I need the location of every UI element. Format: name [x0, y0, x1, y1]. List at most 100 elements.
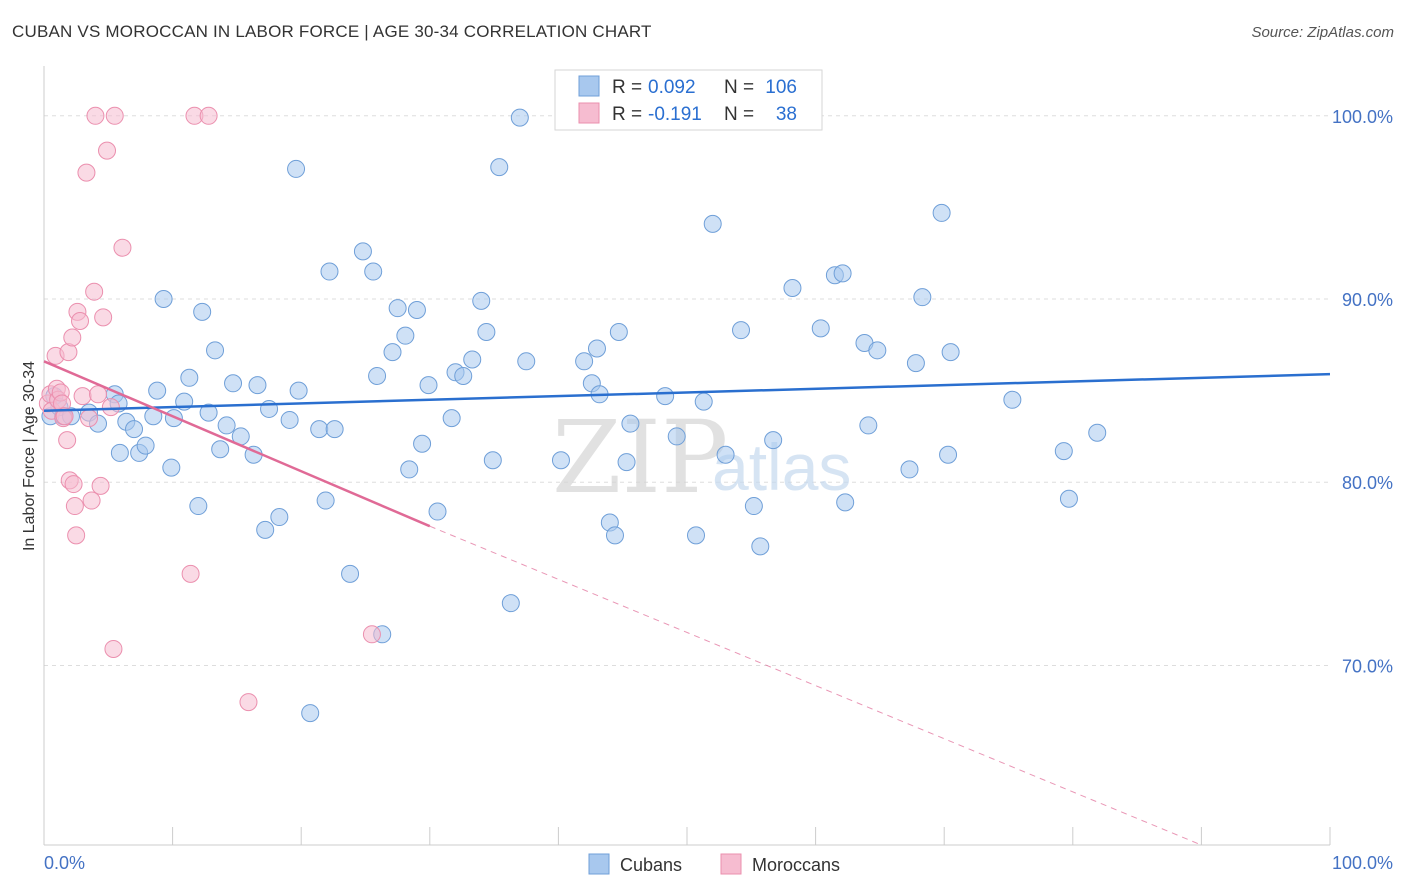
stats-cubans-r-value: 0.092 [648, 77, 696, 98]
point-cubans-62 [490, 158, 509, 177]
y-tick-label-0: 70.0% [1342, 656, 1393, 676]
point-moroccans-36 [239, 693, 258, 712]
y-axis-label: In Labor Force | Age 30-34 [21, 361, 38, 551]
trend-line-moroccans [43, 360, 431, 528]
point-cubans-78 [687, 526, 706, 545]
point-moroccans-21 [80, 409, 99, 428]
point-moroccans-29 [101, 398, 120, 417]
point-moroccans-35 [199, 106, 218, 125]
point-cubans-17 [162, 458, 181, 477]
legend-swatch-moroccans[interactable] [720, 853, 742, 875]
y-tick-label-1: 80.0% [1342, 473, 1393, 493]
point-cubans-15 [148, 381, 167, 400]
stats-box: R = 0.092 N = 106 R = -0.191 N = 38 [554, 69, 823, 131]
point-cubans-84 [751, 537, 770, 556]
point-cubans-26 [217, 416, 236, 435]
point-cubans-25 [211, 440, 230, 459]
point-cubans-69 [587, 339, 606, 358]
point-cubans-92 [859, 416, 878, 435]
point-moroccans-19 [73, 387, 92, 406]
stats-swatch-moroccans [578, 102, 600, 124]
point-cubans-101 [1054, 442, 1073, 461]
point-cubans-24 [206, 341, 225, 360]
chart-title: CUBAN VS MOROCCAN IN LABOR FORCE | AGE 3… [12, 22, 652, 41]
point-cubans-65 [517, 352, 536, 371]
point-moroccans-31 [105, 106, 124, 125]
legend-label-cubans[interactable]: Cubans [620, 855, 682, 875]
points-layer [38, 106, 1107, 723]
stats-cubans-r-label: R = [612, 77, 642, 98]
point-cubans-41 [325, 420, 344, 439]
point-cubans-33 [270, 508, 289, 527]
watermark-zip: ZIP [552, 399, 728, 516]
point-cubans-53 [419, 376, 438, 395]
legend-swatch-cubans[interactable] [588, 853, 610, 875]
point-cubans-82 [732, 321, 751, 340]
stats-moroccans-n-value: 38 [776, 104, 797, 125]
point-cubans-90 [836, 493, 855, 512]
stats-moroccans-r-label: R = [612, 104, 642, 125]
axes-layer [43, 66, 1331, 846]
point-cubans-99 [941, 343, 960, 362]
stats-cubans-n-value: 106 [765, 77, 797, 98]
point-cubans-27 [224, 374, 243, 393]
source-credit[interactable]: Source: ZipAtlas.com [1251, 24, 1394, 41]
x-tick-label-min: 0.0% [44, 853, 85, 873]
point-cubans-11 [125, 420, 144, 439]
point-cubans-57 [454, 366, 473, 385]
point-cubans-55 [442, 409, 461, 428]
y-tick-label-3: 100.0% [1332, 107, 1393, 127]
point-cubans-38 [310, 420, 329, 439]
point-cubans-39 [316, 491, 335, 510]
point-cubans-80 [703, 214, 722, 233]
point-cubans-13 [136, 436, 155, 455]
point-cubans-40 [320, 262, 339, 281]
point-moroccans-33 [181, 564, 200, 583]
point-cubans-23 [199, 403, 218, 422]
point-cubans-52 [413, 434, 432, 453]
point-cubans-89 [833, 264, 852, 283]
point-cubans-20 [180, 368, 199, 387]
point-cubans-66 [551, 451, 570, 470]
legend: Cubans Moroccans [588, 853, 840, 875]
point-cubans-42 [341, 564, 360, 583]
point-cubans-49 [396, 326, 415, 345]
point-cubans-59 [472, 291, 491, 310]
point-cubans-64 [510, 108, 529, 127]
point-cubans-86 [783, 279, 802, 298]
point-cubans-93 [868, 341, 887, 360]
point-moroccans-20 [77, 163, 96, 182]
point-cubans-94 [900, 460, 919, 479]
point-cubans-102 [1059, 489, 1078, 508]
point-moroccans-10 [58, 431, 77, 450]
point-cubans-31 [256, 520, 275, 539]
point-cubans-22 [193, 302, 212, 321]
point-cubans-47 [383, 343, 402, 362]
point-cubans-43 [353, 242, 372, 261]
point-cubans-9 [110, 443, 129, 462]
point-cubans-63 [501, 594, 520, 613]
point-cubans-79 [694, 392, 713, 411]
legend-label-moroccans[interactable]: Moroccans [752, 855, 840, 875]
point-moroccans-27 [94, 308, 113, 327]
point-cubans-77 [667, 427, 686, 446]
point-cubans-58 [463, 350, 482, 369]
point-cubans-103 [1088, 423, 1107, 442]
point-cubans-72 [605, 526, 624, 545]
x-tick-label-max: 100.0% [1332, 853, 1393, 873]
stats-moroccans-r-value: -0.191 [648, 104, 702, 125]
point-cubans-54 [428, 502, 447, 521]
point-cubans-21 [189, 497, 208, 516]
point-cubans-67 [575, 352, 594, 371]
trend-line-moroccans-extension [429, 525, 1202, 846]
point-cubans-85 [764, 431, 783, 450]
point-cubans-73 [609, 322, 628, 341]
y-tick-labels: 70.0% 80.0% 90.0% 100.0% [1332, 107, 1393, 677]
point-cubans-98 [939, 445, 958, 464]
y-tick-label-2: 90.0% [1342, 290, 1393, 310]
stats-cubans-n-label: N = [724, 77, 754, 98]
point-moroccans-25 [89, 385, 108, 404]
point-moroccans-32 [113, 238, 132, 257]
point-cubans-35 [287, 159, 306, 178]
